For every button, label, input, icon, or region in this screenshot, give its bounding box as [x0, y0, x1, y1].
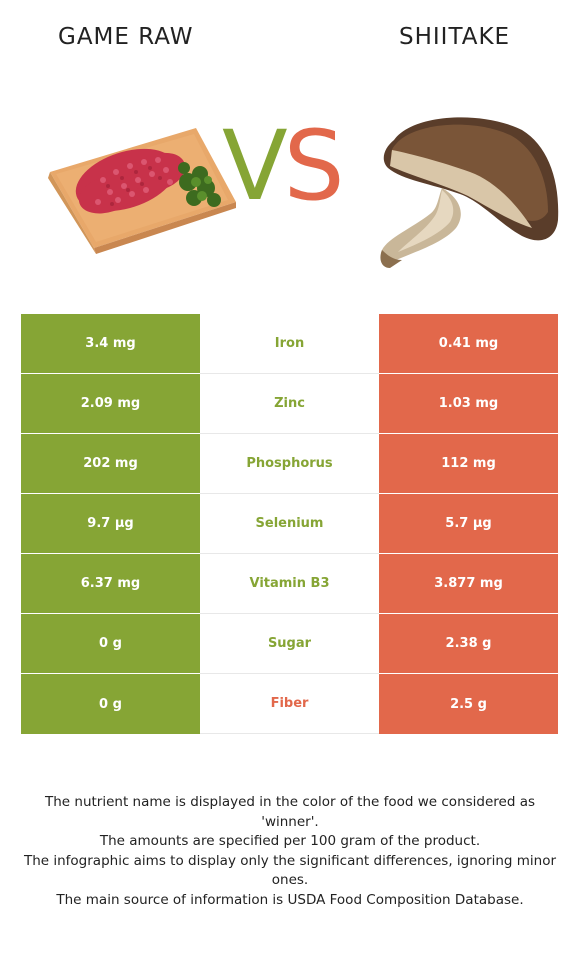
left-value: 2.09 mg: [21, 374, 200, 434]
food-title-right: SHIITAKE: [399, 24, 511, 50]
vs-label: VS: [222, 118, 345, 214]
right-value: 5.7 µg: [379, 494, 558, 554]
nutrient-comparison-table: 3.4 mg Iron 0.41 mg 2.09 mg Zinc 1.03 mg…: [21, 314, 558, 734]
footer-line: The amounts are specified per 100 gram o…: [99, 833, 481, 849]
vs-letter-s: S: [283, 110, 345, 222]
vs-letter-v: V: [222, 110, 288, 222]
nutrient-name: Selenium: [200, 494, 379, 554]
right-value: 0.41 mg: [379, 314, 558, 374]
table-row: 202 mg Phosphorus 112 mg: [21, 434, 558, 494]
nutrient-name: Fiber: [200, 674, 379, 734]
left-value: 0 g: [21, 614, 200, 674]
table-row: 3.4 mg Iron 0.41 mg: [21, 314, 558, 374]
left-value: 3.4 mg: [21, 314, 200, 374]
nutrient-name: Iron: [200, 314, 379, 374]
ground-meat-image: [48, 128, 236, 254]
footer-notes: The nutrient name is displayed in the co…: [20, 793, 560, 910]
nutrient-name: Sugar: [200, 614, 379, 674]
right-value: 2.38 g: [379, 614, 558, 674]
table-row: 9.7 µg Selenium 5.7 µg: [21, 494, 558, 554]
table-row: 6.37 mg Vitamin B3 3.877 mg: [21, 554, 558, 614]
nutrient-name: Phosphorus: [200, 434, 379, 494]
left-value: 202 mg: [21, 434, 200, 494]
footer-line: The nutrient name is displayed in the co…: [44, 794, 536, 830]
right-value: 3.877 mg: [379, 554, 558, 614]
left-value: 6.37 mg: [21, 554, 200, 614]
footer-line: The infographic aims to display only the…: [23, 852, 557, 889]
table-row: 0 g Fiber 2.5 g: [21, 674, 558, 734]
shiitake-mushroom-image: [380, 117, 559, 268]
left-value: 9.7 µg: [21, 494, 200, 554]
table-row: 0 g Sugar 2.38 g: [21, 614, 558, 674]
footer-line: The main source of information is USDA F…: [56, 891, 524, 908]
right-value: 1.03 mg: [379, 374, 558, 434]
nutrient-name: Zinc: [200, 374, 379, 434]
food-title-left: GAME RAW: [58, 24, 194, 50]
table-row: 2.09 mg Zinc 1.03 mg: [21, 374, 558, 434]
nutrient-name: Vitamin B3: [200, 554, 379, 614]
right-value: 2.5 g: [379, 674, 558, 734]
right-value: 112 mg: [379, 434, 558, 494]
left-value: 0 g: [21, 674, 200, 734]
